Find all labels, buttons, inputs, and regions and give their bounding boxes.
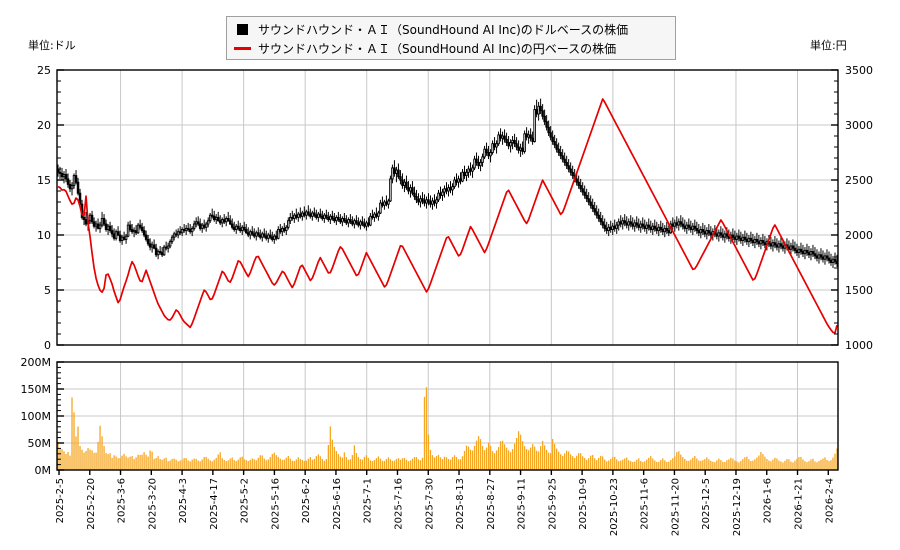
- svg-text:2025-11-20: 2025-11-20: [670, 478, 681, 536]
- svg-text:2025-11-6: 2025-11-6: [640, 478, 651, 530]
- legend-label-dollar: サウンドハウンド・ＡＩ（SoundHound AI Inc)のドルベースの株価: [258, 23, 629, 37]
- svg-text:2500: 2500: [845, 174, 873, 187]
- svg-text:2025-6-2: 2025-6-2: [301, 478, 312, 523]
- svg-text:3000: 3000: [845, 119, 873, 132]
- svg-text:50M: 50M: [28, 437, 52, 450]
- svg-text:2025-5-16: 2025-5-16: [270, 478, 281, 530]
- svg-text:20: 20: [37, 119, 51, 132]
- svg-text:2000: 2000: [845, 229, 873, 242]
- svg-text:5: 5: [44, 284, 51, 297]
- svg-text:2025-4-3: 2025-4-3: [178, 478, 189, 523]
- volume-panel: 0M 50M 100M 150M 200M: [21, 356, 839, 477]
- svg-text:2026-1-6: 2026-1-6: [763, 478, 774, 523]
- svg-text:3500: 3500: [845, 64, 873, 77]
- price-panel: 0 5 10 15 20 25 1000 1500 2000 2500 3000 3500: [37, 64, 873, 352]
- svg-text:2025-3-20: 2025-3-20: [147, 478, 158, 530]
- svg-text:2025-10-9: 2025-10-9: [578, 478, 589, 530]
- red-line-icon: [233, 47, 251, 50]
- svg-text:2025-8-27: 2025-8-27: [486, 478, 497, 530]
- svg-text:0M: 0M: [35, 464, 52, 477]
- svg-text:2025-7-16: 2025-7-16: [393, 478, 404, 530]
- x-axis-labels: 2025-2-5 2025-2-20 2025-3-6 2025-3-20 2025-4…: [55, 470, 835, 536]
- svg-text:10: 10: [37, 229, 51, 242]
- svg-text:100M: 100M: [21, 410, 52, 423]
- svg-text:2025-6-16: 2025-6-16: [332, 478, 343, 530]
- svg-text:2025-5-2: 2025-5-2: [240, 478, 251, 523]
- svg-text:2025-9-25: 2025-9-25: [547, 478, 558, 530]
- black-square-icon: [233, 24, 251, 35]
- svg-text:2025-12-19: 2025-12-19: [732, 478, 743, 536]
- legend-item-yen: サウンドハウンド・ＡＩ（SoundHound AI Inc)の円ベースの株価: [233, 39, 669, 58]
- svg-text:2025-8-13: 2025-8-13: [455, 478, 466, 530]
- svg-text:0: 0: [44, 339, 51, 352]
- svg-text:2025-10-23: 2025-10-23: [609, 478, 620, 536]
- left-axis-unit-label: 単位:ドル: [28, 39, 76, 52]
- svg-text:2025-2-20: 2025-2-20: [86, 478, 97, 530]
- svg-text:2025-4-17: 2025-4-17: [209, 478, 220, 530]
- svg-text:2025-9-11: 2025-9-11: [517, 478, 528, 530]
- legend-item-dollar: サウンドハウンド・ＡＩ（SoundHound AI Inc)のドルベースの株価: [233, 20, 669, 39]
- svg-text:150M: 150M: [21, 383, 52, 396]
- svg-text:2025-2-5: 2025-2-5: [55, 478, 66, 523]
- svg-text:2025-3-6: 2025-3-6: [117, 478, 128, 523]
- svg-text:1000: 1000: [845, 339, 873, 352]
- svg-text:2025-7-30: 2025-7-30: [424, 478, 435, 530]
- svg-text:2026-1-21: 2026-1-21: [794, 478, 805, 530]
- svg-text:1500: 1500: [845, 284, 873, 297]
- svg-text:2026-2-4: 2026-2-4: [824, 478, 835, 523]
- svg-text:2025-7-1: 2025-7-1: [363, 478, 374, 523]
- svg-text:25: 25: [37, 64, 51, 77]
- svg-text:2025-12-5: 2025-12-5: [701, 478, 712, 530]
- right-axis-unit-label: 単位:円: [810, 39, 847, 52]
- svg-text:200M: 200M: [21, 356, 52, 369]
- legend-label-yen: サウンドハウンド・ＡＩ（SoundHound AI Inc)の円ベースの株価: [258, 42, 617, 56]
- svg-text:15: 15: [37, 174, 51, 187]
- chart-legend: サウンドハウンド・ＡＩ（SoundHound AI Inc)のドルベースの株価 …: [226, 16, 676, 60]
